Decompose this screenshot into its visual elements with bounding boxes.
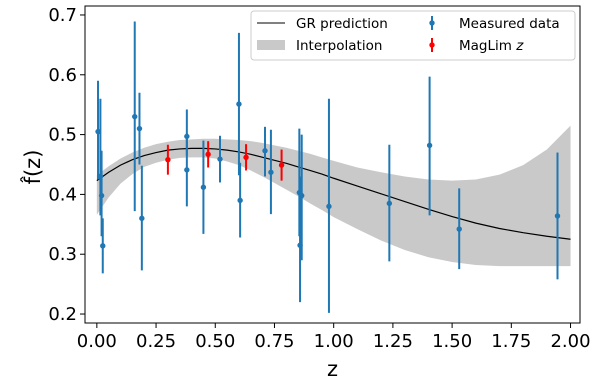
legend-maglim-label-z: z [515,38,524,54]
measured-point-19 [386,200,393,207]
maglim-point-3 [278,162,285,168]
x-tick-label-6: 1.50 [432,331,472,352]
x-tick-label-5: 1.25 [373,331,413,352]
measured-point-22 [554,213,561,219]
plot-frame [84,5,581,324]
x-tick-label-3: 0.75 [254,331,294,352]
interpolation-band-layer [96,125,571,267]
measured-point-10 [217,156,223,162]
y-tick-label-5: 0.7 [48,5,77,26]
x-tick-label-8: 2.00 [550,331,590,352]
measured-point-2 [98,192,105,199]
measured-point-20 [426,142,433,149]
legend-frame [250,10,576,61]
legend-maglim-marker [429,42,435,48]
y-tick-label-3: 0.5 [48,125,77,146]
legend: GR prediction Interpolation Measured dat… [250,10,576,61]
y-tick-label-0: 0.2 [48,304,77,325]
x-tick-label-4: 1.00 [314,331,354,352]
measured-point-6 [139,215,145,222]
measured-point-3 [100,243,106,249]
maglim-point-2 [243,154,249,161]
interpolation-band [96,125,571,267]
y-axis-ticks: 0.2 0.3 0.4 0.5 0.6 0.7 [48,5,85,325]
gr-prediction-line [96,147,571,240]
legend-maglim-label: MagLim z [459,38,524,54]
y-tick-label-1: 0.3 [48,244,77,265]
measured-point-8 [184,167,190,173]
legend-measured-marker [429,20,435,26]
measured-point-18 [326,203,332,210]
legend-gr-label: GR prediction [296,16,388,32]
measured-point-5 [136,125,143,132]
gr-prediction-layer [96,147,571,240]
measured-point-4 [132,113,138,120]
x-tick-label-0: 0.00 [77,331,117,352]
measured-data-layer [95,21,561,313]
legend-measured-label: Measured data [459,16,560,32]
measured-point-13 [262,148,268,154]
x-tick-label-2: 0.50 [195,331,235,352]
legend-maglim-label-main: MagLim [459,38,516,54]
maglim-data-layer [165,141,285,181]
measured-point-17 [299,192,305,199]
x-axis-label: z [327,357,338,381]
measured-point-14 [268,169,274,175]
maglim-point-0 [165,157,171,163]
measured-point-12 [237,197,243,204]
y-tick-label-2: 0.4 [48,184,77,205]
measured-point-21 [456,226,462,232]
y-axis-label: f̂(z) [20,150,45,185]
legend-interp-label: Interpolation [296,38,382,54]
maglim-point-1 [205,151,211,158]
measured-point-9 [200,184,207,190]
measured-point-11 [236,101,242,107]
y-tick-label-4: 0.6 [48,65,77,86]
x-tick-label-1: 0.25 [136,331,176,352]
x-tick-label-7: 1.75 [491,331,531,352]
plot-area [95,21,571,313]
legend-interp-swatch [257,40,285,50]
x-axis-ticks: 0.00 0.25 0.50 0.75 1.00 1.25 1.50 1.75 2.00 [77,323,591,352]
measured-point-0 [95,128,101,135]
